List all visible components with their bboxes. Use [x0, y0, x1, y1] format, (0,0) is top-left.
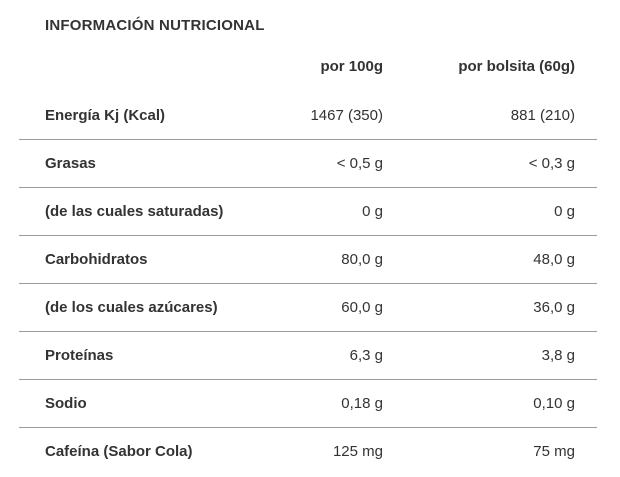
value-per-bolsita: 0,10 g: [533, 395, 575, 412]
page-title: INFORMACIÓN NUTRICIONAL: [45, 17, 265, 34]
value-per-100g: 125 mg: [332, 443, 383, 460]
table-row: Sodio 0,18 g 0,10 g: [19, 379, 597, 427]
nutrient-label: Cafeína (Sabor Cola): [45, 443, 193, 460]
value-per-bolsita: 36,0 g: [533, 299, 575, 316]
value-per-100g: 80,0 g: [341, 251, 383, 268]
nutrient-label: Carbohidratos: [45, 251, 148, 268]
value-per-bolsita: 48,0 g: [533, 251, 575, 268]
nutrient-label: (de los cuales azúcares): [45, 299, 218, 316]
table-row: Grasas < 0,5 g < 0,3 g: [19, 139, 597, 187]
value-per-bolsita: 0 g: [554, 203, 575, 220]
nutrition-table: por 100g por bolsita (60g) Energía Kj (K…: [19, 41, 597, 475]
table-row: (de las cuales saturadas) 0 g 0 g: [19, 187, 597, 235]
nutrient-label: Grasas: [45, 155, 96, 172]
table-row: Carbohidratos 80,0 g 48,0 g: [19, 235, 597, 283]
table-row: Proteínas 6,3 g 3,8 g: [19, 331, 597, 379]
value-per-100g: 0 g: [362, 203, 383, 220]
value-per-100g: < 0,5 g: [336, 155, 383, 172]
table-row: (de los cuales azúcares) 60,0 g 36,0 g: [19, 283, 597, 331]
value-per-100g: 60,0 g: [341, 299, 383, 316]
column-header-per-bolsita: por bolsita (60g): [458, 57, 575, 75]
value-per-bolsita: < 0,3 g: [528, 155, 575, 172]
nutrient-label: (de las cuales saturadas): [45, 203, 224, 220]
table-row: Cafeína (Sabor Cola) 125 mg 75 mg: [19, 427, 597, 475]
value-per-100g: 6,3 g: [349, 347, 383, 364]
column-header-per-100g: por 100g: [320, 57, 383, 75]
value-per-bolsita: 75 mg: [533, 443, 575, 460]
value-per-bolsita: 3,8 g: [541, 347, 575, 364]
value-per-100g: 1467 (350): [310, 106, 383, 124]
nutrient-label: Sodio: [45, 395, 87, 412]
table-header-row: por 100g por bolsita (60g): [19, 41, 597, 91]
value-per-bolsita: 881 (210): [510, 106, 575, 124]
nutrient-label: Energía Kj (Kcal): [45, 106, 166, 124]
value-per-100g: 0,18 g: [341, 395, 383, 412]
nutrient-label: Proteínas: [45, 347, 114, 364]
table-row: Energía Kj (Kcal) 1467 (350) 881 (210): [19, 91, 597, 139]
